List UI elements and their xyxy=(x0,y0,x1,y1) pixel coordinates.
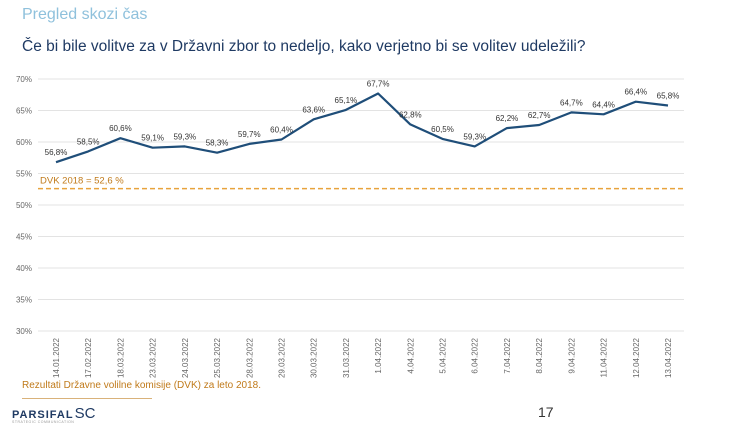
x-tick-label: 24.03.2022 xyxy=(181,337,190,378)
y-tick-label: 40% xyxy=(16,264,32,273)
data-label: 63,6% xyxy=(302,105,325,114)
x-tick-label: 13.04.2022 xyxy=(664,337,673,378)
x-tick-label: 6.04.2022 xyxy=(471,337,480,373)
data-label: 59,3% xyxy=(173,132,196,141)
data-label: 59,1% xyxy=(141,134,164,143)
y-tick-label: 65% xyxy=(16,107,32,116)
data-label: 58,3% xyxy=(206,139,229,148)
y-tick-label: 55% xyxy=(16,170,32,179)
data-label: 64,7% xyxy=(560,98,583,107)
grid-layer xyxy=(38,78,684,332)
x-tick-label: 12.04.2022 xyxy=(632,337,641,378)
reference-line-label: DVK 2018 = 52,6 % xyxy=(40,176,124,187)
series-layer xyxy=(55,92,669,164)
data-label: 65,1% xyxy=(335,96,358,105)
series-line xyxy=(55,92,669,164)
chart-question: Če bi bile volitve za v Državni zbor to … xyxy=(22,38,586,55)
x-tick-label: 11.04.2022 xyxy=(600,337,609,377)
footnote: Rezultati Državne volilne komisije (DVK)… xyxy=(22,380,261,391)
footnote-divider xyxy=(22,398,152,399)
x-tick-label: 25.03.2022 xyxy=(213,337,222,378)
data-label: 66,4% xyxy=(624,88,647,97)
x-tick-label: 7.04.2022 xyxy=(503,337,512,373)
data-label: 60,5% xyxy=(431,125,454,134)
x-tick-label: 31.03.2022 xyxy=(342,337,351,378)
x-tick-label: 30.03.2022 xyxy=(310,337,319,378)
y-tick-label: 30% xyxy=(16,327,32,336)
x-tick-label: 4.04.2022 xyxy=(406,337,415,373)
section-title: Pregled skozi čas xyxy=(22,6,148,23)
data-label: 62,7% xyxy=(528,111,551,120)
reference-line-group: DVK 2018 = 52,6 % xyxy=(38,176,684,190)
y-tick-label: 60% xyxy=(16,138,32,147)
y-tick-label: 50% xyxy=(16,201,32,210)
x-tick-label: 1.04.2022 xyxy=(374,337,383,373)
y-tick-label: 35% xyxy=(16,296,32,305)
data-label: 58,5% xyxy=(77,137,100,146)
x-axis-ticks: 14.01.2022 17.02.2022 18.03.2022 23.03.2022… xyxy=(52,337,673,378)
y-tick-label: 45% xyxy=(16,233,32,242)
x-tick-label: 28.03.2022 xyxy=(245,337,254,378)
data-label: 62,2% xyxy=(496,114,519,123)
data-label: 60,4% xyxy=(270,125,293,134)
y-axis-ticks: 30% 35% 40% 45% 50% 55% 60% 65% 70% xyxy=(16,75,32,336)
x-tick-label: 8.04.2022 xyxy=(535,337,544,373)
data-label: 59,7% xyxy=(238,130,261,139)
x-tick-label: 23.03.2022 xyxy=(149,337,158,378)
parsifal-logo: PARSIFAL SC xyxy=(12,406,95,421)
data-label: 65,8% xyxy=(657,91,680,100)
logo-main-text: PARSIFAL xyxy=(12,409,74,421)
data-label: 56,8% xyxy=(45,148,68,157)
line-chart: 30% 35% 40% 45% 50% 55% 60% 65% 70% DVK 2018 = 5… xyxy=(16,75,684,378)
x-tick-label: 9.04.2022 xyxy=(567,337,576,373)
data-label: 62,8% xyxy=(399,110,422,119)
x-tick-label: 17.02.2022 xyxy=(84,337,93,378)
data-labels: 56,8% 58,5% 60,6% 59,1% 59,3% 58,3% 59,7% 60,4%… xyxy=(45,79,680,157)
page-number: 17 xyxy=(538,404,554,420)
x-tick-label: 14.01.2022 xyxy=(52,337,61,378)
x-tick-label: 5.04.2022 xyxy=(439,337,448,373)
data-label: 67,7% xyxy=(367,79,390,88)
logo-sc-text: SC xyxy=(74,405,96,422)
x-tick-label: 29.03.2022 xyxy=(277,337,286,378)
y-tick-label: 70% xyxy=(16,75,32,84)
data-label: 59,3% xyxy=(463,132,486,141)
x-tick-label: 18.03.2022 xyxy=(116,337,125,378)
data-label: 64,4% xyxy=(592,100,615,109)
logo-tagline: STRATEGIC COMMUNICATION xyxy=(12,420,75,424)
data-label: 60,6% xyxy=(109,124,132,133)
